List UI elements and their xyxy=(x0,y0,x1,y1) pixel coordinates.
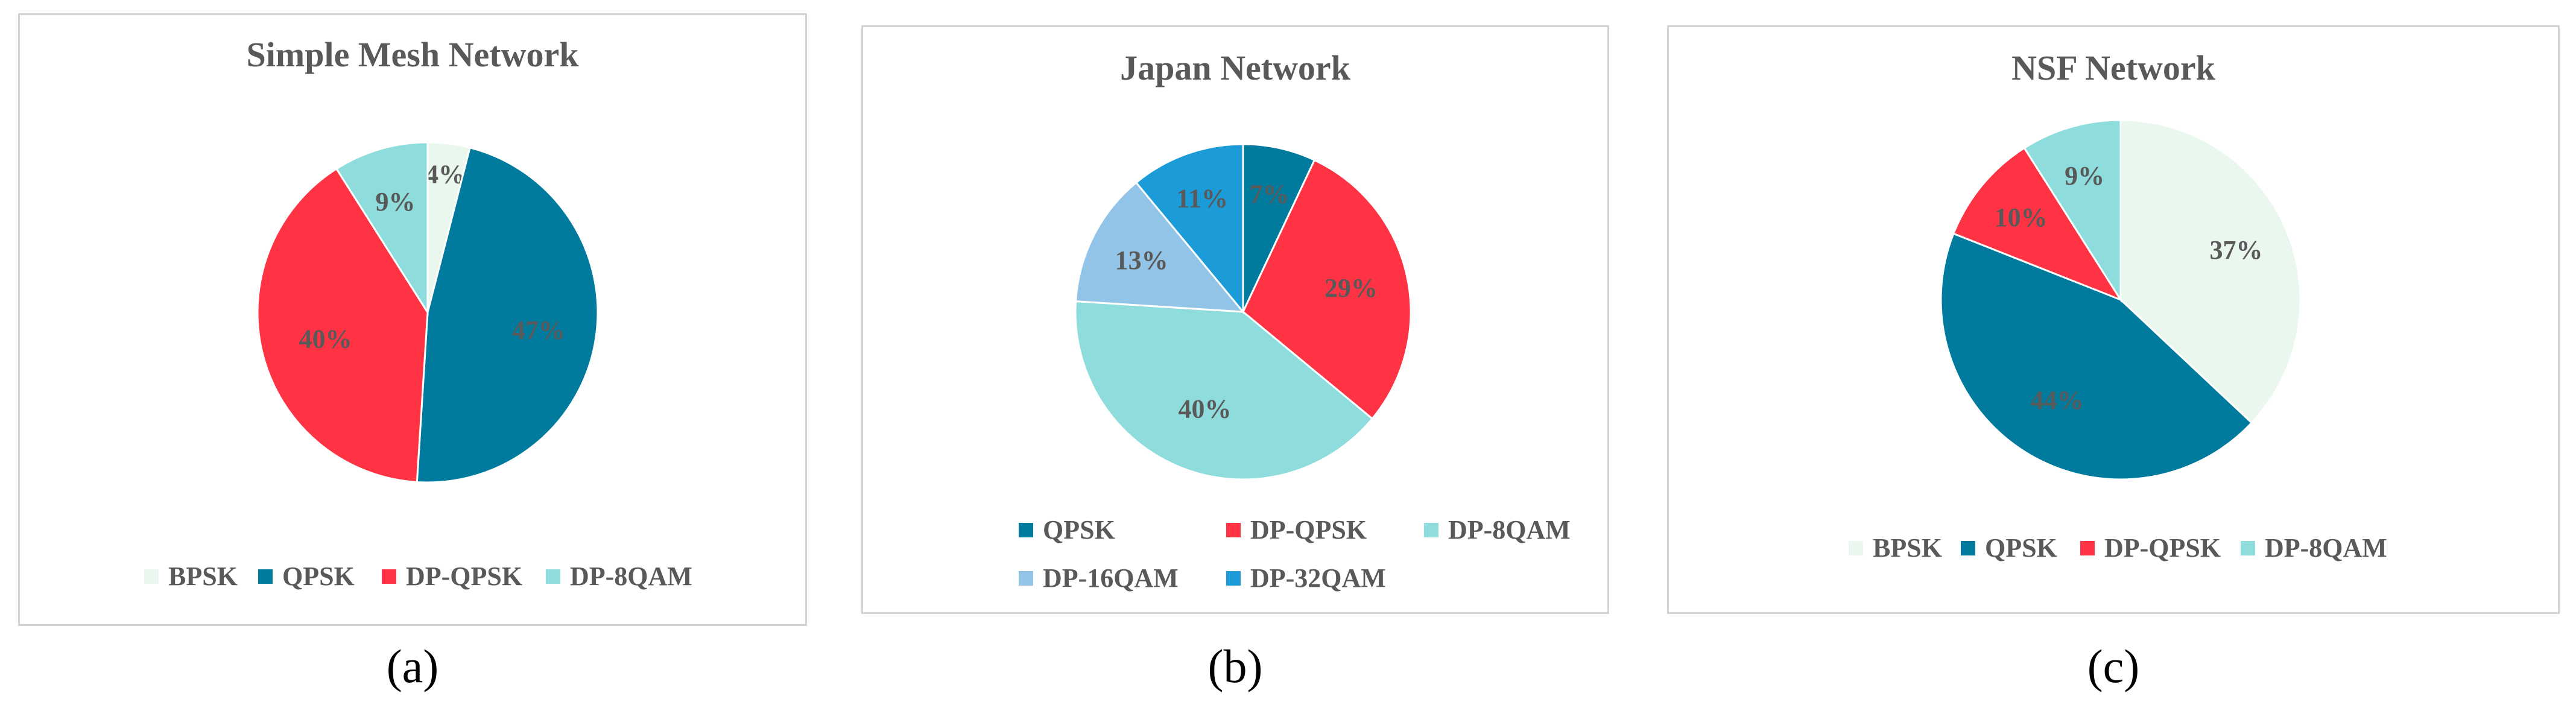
legend-swatch-dp-qpsk xyxy=(2080,540,2095,555)
legend-label: BPSK xyxy=(168,561,238,591)
pie-chart-japan: 7% 29% 40% 13% 11% xyxy=(1074,143,1412,481)
legend-item-dp-qpsk: DP-QPSK xyxy=(2080,533,2221,563)
legend-swatch-dp-8qam xyxy=(1424,522,1438,537)
legend-label: DP-32QAM xyxy=(1250,563,1386,593)
legend-swatch-qpsk xyxy=(258,569,273,584)
slice-label-dp-qpsk: 10% xyxy=(1995,203,2048,232)
legend-item-qpsk: QPSK xyxy=(258,561,355,592)
legend-swatch-qpsk xyxy=(1019,522,1033,537)
chart-title: NSF Network xyxy=(2011,48,2215,87)
legend-label: DP-QPSK xyxy=(2104,533,2221,563)
legend-swatch-dp-8qam xyxy=(2241,540,2255,555)
legend-swatch-bpsk xyxy=(144,569,159,584)
legend-swatch-dp-16qam xyxy=(1019,571,1033,586)
pie-slice-qpsk xyxy=(1940,232,2253,481)
caption-b: (b) xyxy=(1207,640,1263,692)
slice-label-qpsk: 7% xyxy=(1250,180,1290,209)
pie-slice-dp-8qam xyxy=(2023,119,2122,303)
pie-slice-dp-qpsk xyxy=(1952,147,2123,302)
legend-item-dp-qpsk: DP-QPSK xyxy=(1226,514,1367,545)
legend-swatch-bpsk xyxy=(1849,540,1863,555)
pie-slice-dp-8qam xyxy=(335,141,429,316)
pie-slice-dp-qpsk xyxy=(1242,159,1412,420)
pie-slice-bpsk xyxy=(2119,119,2302,425)
slice-label-qpsk: 44% xyxy=(2031,385,2084,415)
legend-label: DP-8QAM xyxy=(570,561,692,591)
slice-label-bpsk: 4% xyxy=(425,160,465,189)
legend-label: DP-QPSK xyxy=(1250,515,1367,545)
legend-label: QPSK xyxy=(1043,515,1115,545)
legend-item-bpsk: BPSK xyxy=(1849,533,1942,563)
chart-panel-japan: Japan Network 7% 29% 40% 13% 11% QPSK DP-QPS… xyxy=(861,25,1609,614)
legend-item-qpsk: QPSK xyxy=(1019,514,1115,545)
legend-item-dp-qpsk: DP-QPSK xyxy=(382,561,522,592)
chart-panel-nsf: NSF Network 37% 44% 10% 9% BPSK QPSK DP-QPS… xyxy=(1667,25,2560,614)
pie-slice-dp-8qam xyxy=(1074,300,1374,481)
slice-label-dp-qpsk: 40% xyxy=(299,324,352,353)
caption-a: (a) xyxy=(386,640,439,692)
slice-label-dp-8qam: 9% xyxy=(2065,161,2104,191)
legend-label: BPSK xyxy=(1873,533,1942,563)
legend-label: DP-8QAM xyxy=(2265,533,2387,563)
chart-title: Japan Network xyxy=(1120,48,1350,87)
pie-slice-dp-16qam xyxy=(1074,181,1245,313)
slice-label-dp-16qam: 13% xyxy=(1115,245,1168,275)
legend-swatch-dp-qpsk xyxy=(1226,522,1241,537)
legend-item-dp-8qam: DP-8QAM xyxy=(546,561,692,592)
legend-item-dp-32qam: DP-32QAM xyxy=(1226,563,1386,593)
slice-label-qpsk: 47% xyxy=(512,315,565,345)
legend-label: QPSK xyxy=(1985,533,2057,563)
pie-slice-qpsk xyxy=(1242,143,1316,312)
legend-swatch-qpsk xyxy=(1961,540,1975,555)
legend-swatch-dp-32qam xyxy=(1226,571,1241,586)
slice-label-dp-8qam: 40% xyxy=(1179,394,1232,423)
legend-label: DP-QPSK xyxy=(406,561,523,591)
legend-swatch-dp-8qam xyxy=(546,569,560,584)
legend-item-bpsk: BPSK xyxy=(144,561,238,592)
pie-slice-qpsk xyxy=(416,147,599,484)
slice-label-dp-32qam: 11% xyxy=(1176,184,1228,213)
chart-title: Simple Mesh Network xyxy=(246,35,579,74)
legend-item-dp-8qam: DP-8QAM xyxy=(2241,533,2387,563)
pie-slice-dp-qpsk xyxy=(256,167,429,484)
pie-chart-nsf: 37% 44% 10% 9% xyxy=(1940,119,2302,481)
legend-item-dp-8qam: DP-8QAM xyxy=(1424,514,1571,545)
legend-item-qpsk: QPSK xyxy=(1961,533,2057,563)
pie-slice-dp-32qam xyxy=(1135,143,1244,315)
slice-label-dp-qpsk: 29% xyxy=(1324,273,1378,303)
legend-label: DP-16QAM xyxy=(1043,563,1179,593)
slice-label-dp-8qam: 9% xyxy=(376,187,416,217)
slice-label-bpsk: 37% xyxy=(2209,235,2262,265)
caption-c: (c) xyxy=(2087,640,2140,692)
legend-label: QPSK xyxy=(282,561,355,591)
legend-label: DP-8QAM xyxy=(1448,515,1571,545)
pie-chart-simple-mesh: 4% 47% 40% 9% xyxy=(256,141,599,484)
legend-swatch-dp-qpsk xyxy=(382,569,396,584)
legend-item-dp-16qam: DP-16QAM xyxy=(1019,563,1179,593)
chart-panel-simple-mesh: Simple Mesh Network 4% 47% 40% 9% BPSK QPSK… xyxy=(18,13,807,626)
